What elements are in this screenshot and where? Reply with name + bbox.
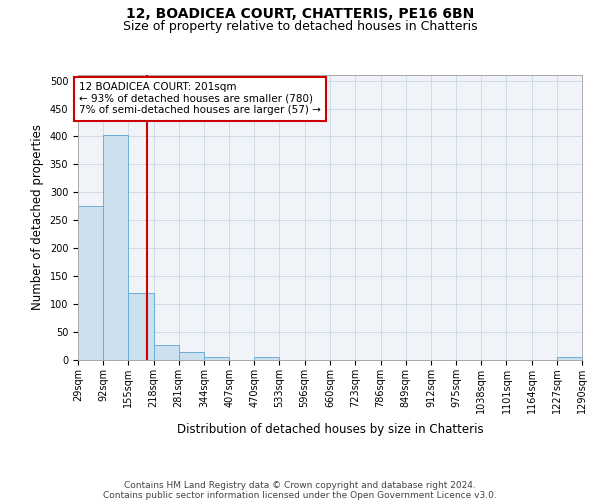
Bar	[179, 352, 204, 360]
Bar	[154, 345, 179, 360]
Bar	[204, 357, 229, 360]
Bar	[254, 357, 280, 360]
Text: 12 BOADICEA COURT: 201sqm
← 93% of detached houses are smaller (780)
7% of semi-: 12 BOADICEA COURT: 201sqm ← 93% of detac…	[79, 82, 321, 116]
Bar	[78, 206, 103, 360]
Text: Distribution of detached houses by size in Chatteris: Distribution of detached houses by size …	[176, 422, 484, 436]
Text: Contains HM Land Registry data © Crown copyright and database right 2024.
Contai: Contains HM Land Registry data © Crown c…	[103, 480, 497, 500]
Text: 12, BOADICEA COURT, CHATTERIS, PE16 6BN: 12, BOADICEA COURT, CHATTERIS, PE16 6BN	[126, 8, 474, 22]
Text: Size of property relative to detached houses in Chatteris: Size of property relative to detached ho…	[122, 20, 478, 33]
Bar	[557, 357, 582, 360]
Y-axis label: Number of detached properties: Number of detached properties	[31, 124, 44, 310]
Bar	[103, 135, 128, 360]
Bar	[128, 293, 154, 360]
